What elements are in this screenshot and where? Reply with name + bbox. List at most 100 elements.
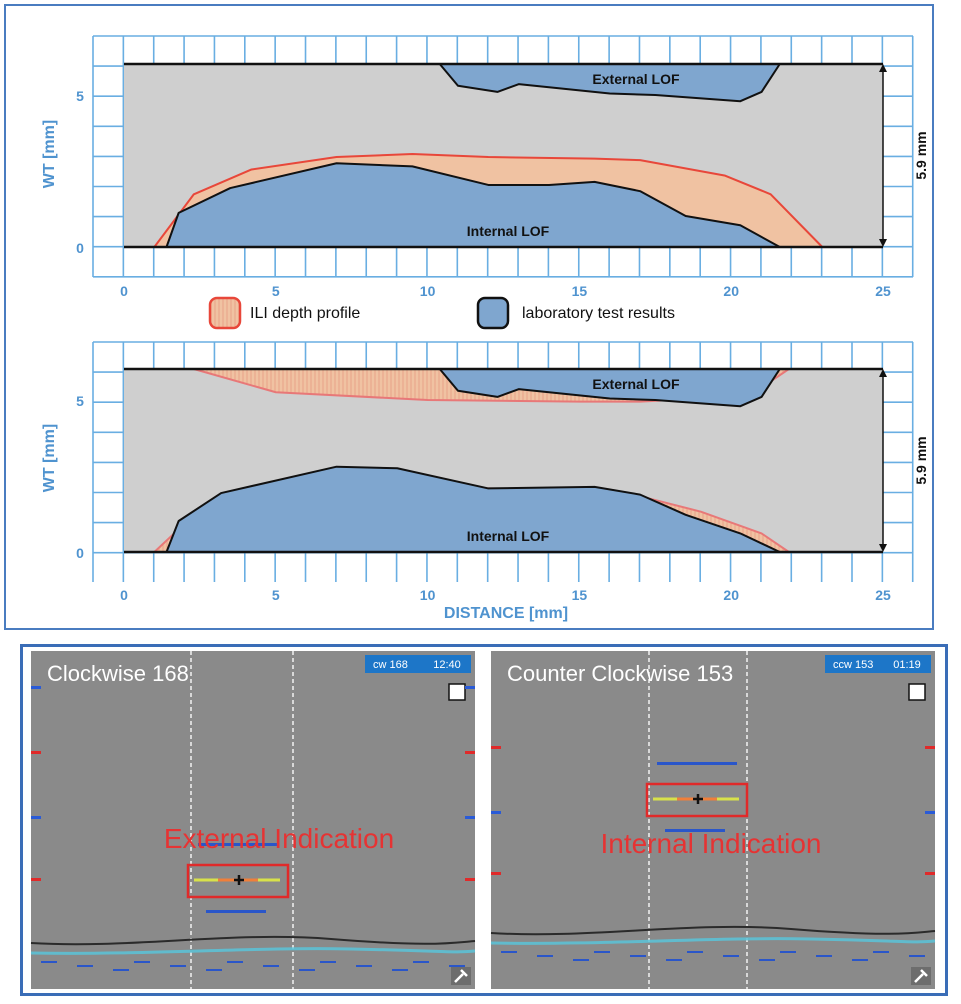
ut-view-2: Counter Clockwise 153 ccw 153 01:19 Interna… — [490, 651, 936, 989]
scale-tick-right — [925, 746, 935, 749]
x-tick-label: 25 — [875, 283, 891, 299]
noise-dash — [356, 965, 372, 967]
legend-lab-swatch — [476, 296, 510, 330]
echo-dash — [206, 910, 266, 913]
ut-background — [31, 651, 475, 989]
backwall-signal — [30, 935, 476, 946]
noise-dash — [41, 961, 57, 963]
lab-internal-profile — [165, 162, 781, 248]
arrow-head-bottom — [879, 544, 887, 552]
noise-dash — [449, 965, 465, 967]
echo-signal — [30, 947, 476, 955]
pin-icon — [454, 969, 468, 983]
y-tick-label: 5 — [76, 393, 84, 409]
noise-dash — [816, 955, 832, 957]
noise-dash — [263, 965, 279, 967]
depth-profile-panel: 5.9 mm External LOF Internal LOF 0 5 10 15 20 25… — [4, 4, 934, 630]
arrow-head-top — [879, 64, 887, 72]
noise-dash — [852, 959, 868, 961]
scale-tick-left — [31, 751, 41, 754]
scale-tick-left — [31, 816, 41, 819]
noise-dash — [227, 961, 243, 963]
arrow-head-bottom — [879, 239, 887, 247]
noise-dash — [320, 961, 336, 963]
noise-dash — [537, 955, 553, 957]
noise-dash — [780, 951, 796, 953]
crosshair-icon — [234, 875, 244, 885]
noise-dash — [77, 965, 93, 967]
external-lof-label: External LOF — [592, 376, 680, 392]
x-tick-label: 10 — [420, 283, 436, 299]
noise-dash — [501, 951, 517, 953]
noise-dash — [170, 965, 186, 967]
status-badge — [365, 655, 471, 673]
x-tick-label: 25 — [875, 587, 891, 603]
checkbox[interactable] — [448, 683, 466, 701]
checkbox[interactable] — [908, 683, 926, 701]
noise-dash — [413, 961, 429, 963]
scale-tick-right — [465, 816, 475, 819]
noise-dash — [666, 959, 682, 961]
echo-dash — [665, 829, 725, 832]
x-tick-label: 10 — [420, 587, 436, 603]
x-tick-label: 20 — [723, 587, 739, 603]
y-axis-label: WT [mm] — [41, 424, 58, 492]
noise-dash — [909, 955, 925, 957]
scale-tick-right — [925, 811, 935, 814]
x-tick-label: 5 — [272, 283, 280, 299]
legend-ili-label: ILI depth profile — [250, 305, 360, 322]
ut-scan-views: Clockwise 168 cw 168 12:40 External Indicat… — [30, 651, 936, 989]
indication-box — [645, 782, 749, 818]
echo-signal — [490, 937, 936, 945]
wall-thickness-label: 5.9 mm — [913, 436, 929, 484]
scale-tick-right — [465, 751, 475, 754]
indication-box — [186, 863, 290, 899]
status-badge — [825, 655, 931, 673]
y-tick-label: 0 — [76, 240, 84, 256]
x-tick-label: 0 — [120, 587, 128, 603]
legend-lab-label: laboratory test results — [522, 305, 675, 322]
noise-dash — [594, 951, 610, 953]
wall-thickness-label: 5.9 mm — [913, 131, 929, 179]
noise-dash — [392, 969, 408, 971]
indication-label: External Indication — [164, 823, 394, 854]
internal-lof-label: Internal LOF — [467, 528, 550, 544]
backwall-signal — [490, 925, 936, 936]
badge-id: cw 168 — [373, 659, 408, 671]
x-tick-label: 15 — [572, 587, 588, 603]
indication-label: Internal Indication — [600, 828, 821, 859]
noise-dash — [873, 951, 889, 953]
echo-dash — [198, 843, 278, 846]
noise-dash — [573, 959, 589, 961]
depth-profile-charts: 5.9 mm External LOF Internal LOF 0 5 10 15 20 25… — [41, 35, 929, 622]
noise-dash — [759, 959, 775, 961]
noise-dash — [687, 951, 703, 953]
legend-ili-swatch — [208, 296, 242, 330]
y-tick-label: 5 — [76, 88, 84, 104]
ut-view-1: Clockwise 168 cw 168 12:40 External Indicat… — [30, 651, 476, 989]
ut-scan-panel: Clockwise 168 cw 168 12:40 External Indicat… — [20, 644, 948, 996]
badge-time: 01:19 — [893, 659, 921, 671]
depth-chart-2: 5.9 mm External LOF Internal LOF 0 5 10 15 20 25… — [41, 341, 929, 622]
x-axis-label: DISTANCE [mm] — [444, 605, 568, 622]
echo-dash — [657, 762, 737, 765]
noise-dash — [630, 955, 646, 957]
pin-icon — [914, 969, 928, 983]
noise-dash — [723, 955, 739, 957]
y-tick-label: 0 — [76, 545, 84, 561]
scale-tick-left — [31, 686, 41, 689]
noise-dash — [299, 969, 315, 971]
depth-chart-1: 5.9 mm External LOF Internal LOF 0 5 10 15 20 25… — [41, 35, 929, 299]
scale-tick-right — [465, 878, 475, 881]
scale-tick-right — [925, 872, 935, 875]
internal-lof-label: Internal LOF — [467, 223, 550, 239]
ut-title: Counter Clockwise 153 — [507, 661, 733, 686]
lab-internal-profile — [165, 465, 781, 553]
x-tick-label: 20 — [723, 283, 739, 299]
lab-external-profile — [438, 63, 781, 103]
external-lof-label: External LOF — [592, 71, 680, 87]
scale-tick-left — [491, 811, 501, 814]
y-axis-label: WT [mm] — [41, 120, 58, 188]
x-tick-label: 5 — [272, 587, 280, 603]
badge-time: 12:40 — [433, 659, 461, 671]
